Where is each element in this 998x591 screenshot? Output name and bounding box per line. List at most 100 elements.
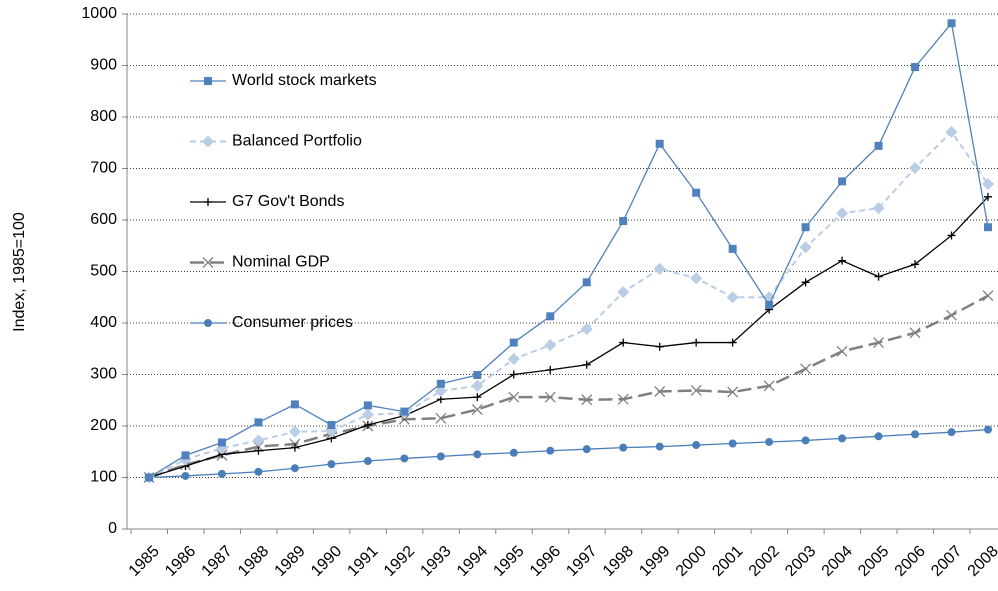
marker (252, 434, 265, 447)
legend-label: Balanced Portfolio (232, 133, 362, 150)
marker (945, 125, 958, 138)
marker (582, 360, 591, 369)
marker (581, 394, 593, 406)
legend-label: Nominal GDP (232, 254, 330, 271)
marker (471, 404, 483, 415)
y-tick-label: 300 (90, 366, 117, 383)
x-tick-label: 1999 (636, 543, 673, 580)
marker (327, 460, 336, 469)
marker (947, 428, 956, 437)
x-tick-label: 1991 (344, 543, 381, 580)
marker (984, 223, 992, 232)
y-tick-label: 0 (108, 520, 117, 537)
marker (911, 63, 920, 72)
marker (653, 262, 666, 275)
y-axis-label: Index, 1985=100 (11, 212, 28, 332)
marker (400, 407, 409, 416)
marker (508, 391, 520, 403)
x-tick-label: 1994 (454, 543, 491, 580)
marker (946, 309, 957, 321)
series (145, 19, 992, 482)
marker (728, 338, 737, 347)
marker (836, 207, 849, 220)
series-line (148, 130, 989, 479)
marker (911, 260, 920, 269)
marker (509, 370, 518, 379)
marker (204, 77, 212, 85)
y-tick-label: 400 (90, 314, 117, 331)
series-line (148, 428, 989, 479)
series-line (148, 196, 989, 479)
marker (838, 256, 847, 265)
y-tick-label: 700 (90, 160, 117, 177)
marker (473, 393, 482, 402)
marker (872, 202, 885, 215)
marker (874, 272, 883, 281)
marker (800, 363, 812, 375)
marker (765, 437, 774, 446)
x-tick-label: 2002 (746, 543, 783, 580)
marker (509, 338, 518, 347)
marker (363, 420, 372, 429)
marker (290, 400, 299, 409)
marker (838, 177, 847, 186)
marker (982, 290, 994, 302)
marker (654, 386, 666, 397)
marker (254, 446, 263, 455)
marker (254, 467, 263, 476)
marker (363, 457, 372, 466)
marker (509, 448, 518, 457)
marker (874, 141, 883, 150)
marker (728, 439, 737, 448)
marker (617, 286, 630, 299)
x-tick-label: 1996 (527, 543, 564, 580)
x-tick-label: 1998 (600, 543, 637, 580)
marker (361, 408, 374, 421)
marker (204, 319, 212, 327)
y-tick-label: 900 (90, 57, 117, 74)
marker (619, 443, 628, 452)
x-tick-label: 2000 (673, 543, 710, 580)
series (145, 425, 992, 482)
y-tick-label: 500 (90, 263, 117, 280)
marker (692, 188, 701, 197)
y-tick-label: 600 (90, 211, 117, 228)
marker (909, 327, 921, 339)
marker (692, 338, 701, 347)
marker (471, 379, 484, 392)
legend-label: G7 Gov't Bonds (232, 193, 344, 210)
marker (473, 450, 482, 459)
marker (763, 380, 775, 392)
y-tick-label: 1000 (81, 5, 117, 22)
marker (947, 231, 956, 240)
marker (909, 161, 922, 174)
marker (982, 177, 994, 190)
marker (836, 345, 848, 357)
marker (582, 445, 591, 454)
x-tick-label: 1995 (490, 543, 527, 580)
x-tick-label: 2004 (819, 543, 856, 580)
x-tick-label: 2003 (782, 543, 819, 580)
marker (838, 434, 847, 443)
marker (947, 19, 956, 28)
marker (145, 473, 153, 482)
y-tick-label: 100 (90, 469, 117, 486)
x-tick-label: 2001 (709, 543, 746, 580)
marker (617, 393, 629, 405)
marker (582, 278, 591, 287)
y-tick-label: 200 (90, 417, 117, 434)
marker (801, 223, 810, 232)
x-tick-label: 1986 (162, 543, 199, 580)
marker (765, 300, 774, 309)
marker (619, 338, 628, 347)
marker (363, 401, 372, 410)
marker (202, 257, 214, 268)
x-tick-label: 1988 (235, 543, 272, 580)
marker (546, 365, 555, 374)
marker (690, 272, 703, 285)
marker (984, 425, 992, 434)
marker (726, 291, 739, 304)
marker (544, 339, 557, 352)
marker (801, 278, 810, 287)
marker (436, 452, 445, 461)
